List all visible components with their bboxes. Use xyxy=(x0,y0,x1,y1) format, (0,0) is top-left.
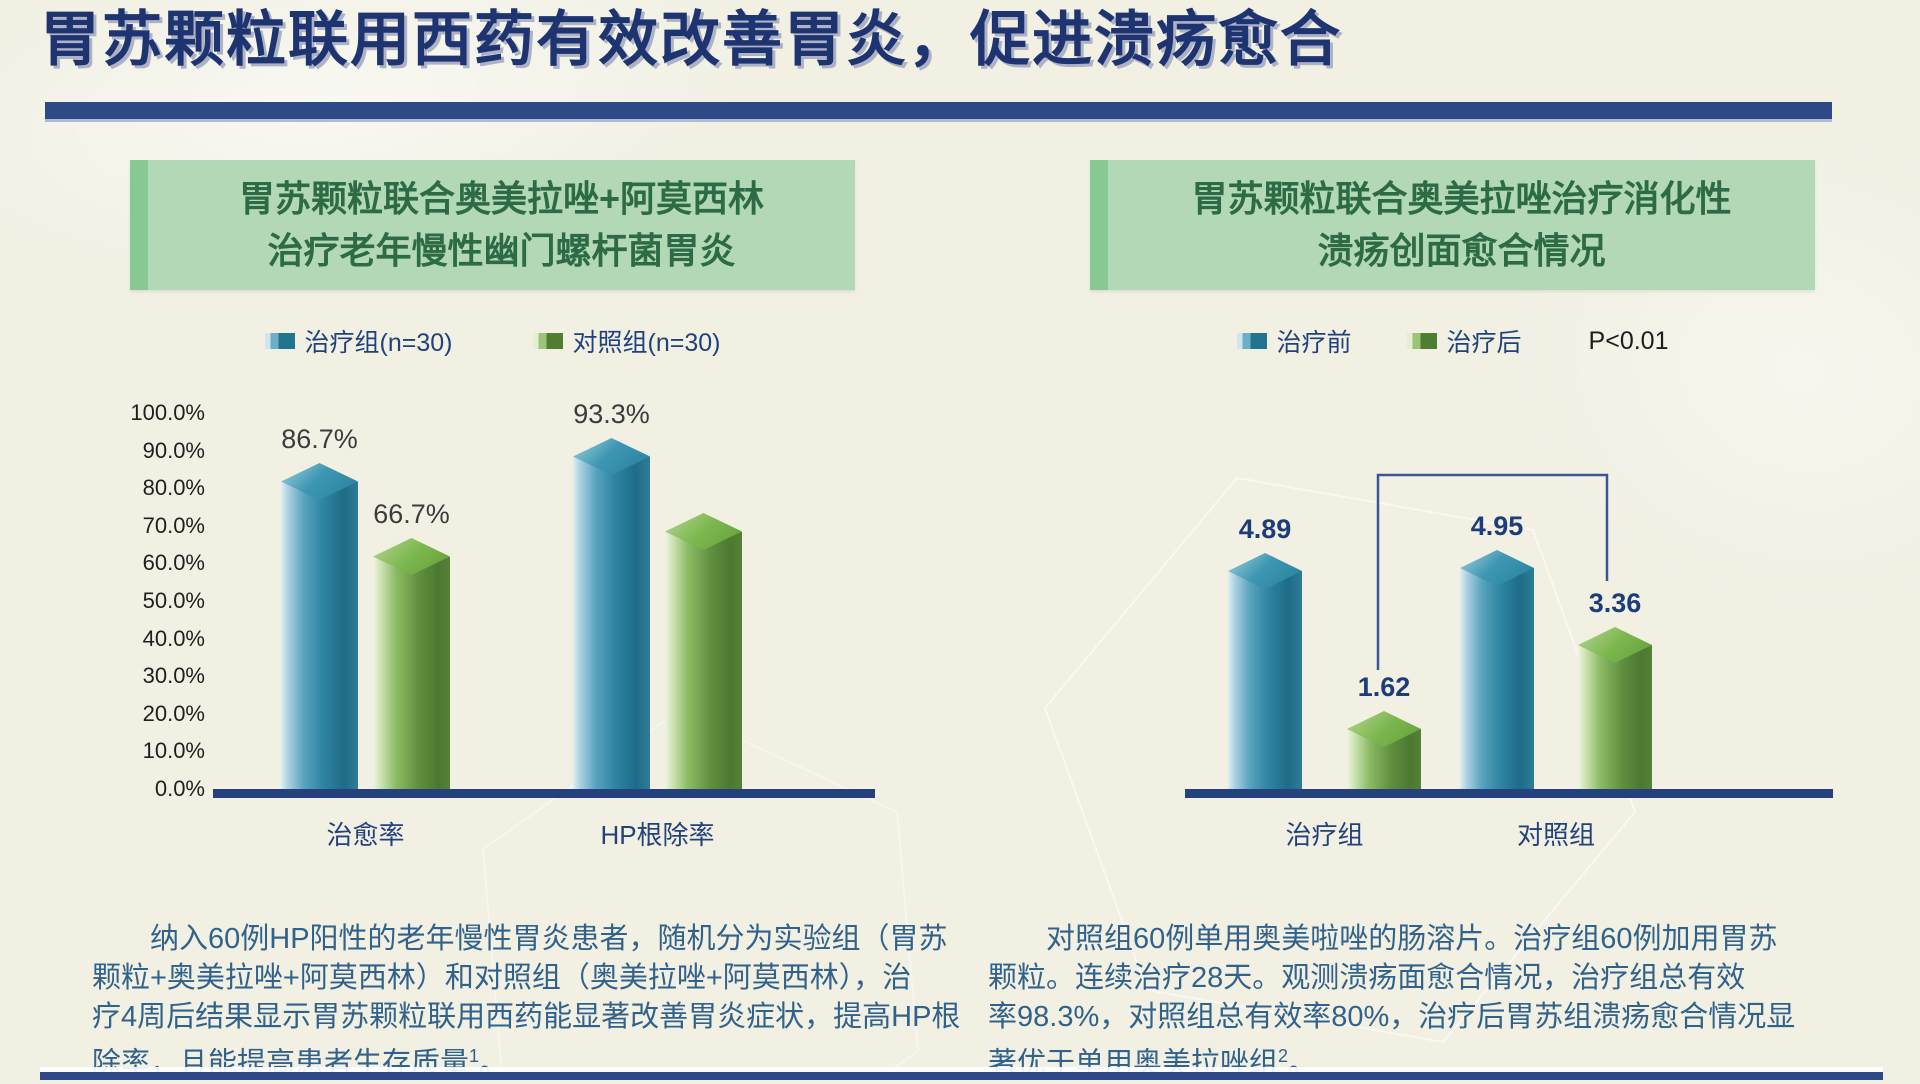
bar-value-label: 1.62 xyxy=(1357,672,1411,702)
right-header-line2: 溃疡创面愈合情况 xyxy=(1317,230,1606,271)
bar-front-face xyxy=(1578,645,1652,789)
bar-front-face xyxy=(573,457,650,789)
left-chart-plot: 86.7% 66.7% 治愈率 93.3% HP根除率 xyxy=(213,399,875,850)
legend-item-treatment-group: 治疗组(n=30) xyxy=(264,323,453,359)
legend-label: 治疗组(n=30) xyxy=(304,329,453,357)
bar-治愈率-对照组(n=30) xyxy=(373,538,450,789)
left-summary-paragraph: 纳入60例HP阳性的老年慢性胃炎患者，随机分为实验组（胃苏颗粒+奥美拉唑+阿莫西… xyxy=(92,920,961,1084)
bar-value-label: 4.89 xyxy=(1238,514,1292,544)
y-axis-tick-label: 80.0% xyxy=(142,475,205,500)
right-header-accent-bar xyxy=(1090,160,1108,290)
reference-superscript: 1 xyxy=(469,1046,480,1066)
paragraph-line: 疗4周后结果显示胃苏颗粒联用西药能显著改善胃炎症状，提高HP根 xyxy=(92,1001,961,1033)
left-header-accent-bar xyxy=(130,160,148,290)
y-axis-tick-label: 90.0% xyxy=(142,438,205,463)
footer-navy-strip xyxy=(40,1072,1883,1080)
bar-对照组-治疗前 xyxy=(1460,550,1534,789)
y-axis-tick-label: 20.0% xyxy=(142,701,205,726)
legend-swatch-green-icon xyxy=(532,333,563,349)
x-axis-category-label: 治愈率 xyxy=(326,820,405,850)
y-axis-tick-label: 0.0% xyxy=(154,776,205,801)
bar-front-face xyxy=(665,532,742,789)
legend-label: 治疗后 xyxy=(1446,329,1522,357)
bar-front-face xyxy=(281,482,358,789)
legend-label: 治疗前 xyxy=(1276,329,1352,357)
bar-value-label: 66.7% xyxy=(373,499,450,529)
x-axis-category-label: 治疗组 xyxy=(1285,820,1364,850)
legend-item-control-group: 对照组(n=30) xyxy=(532,323,721,359)
y-axis-tick-label: 50.0% xyxy=(142,588,205,613)
bar-HP根除率-治疗组(n=30) xyxy=(573,438,650,789)
legend-item-before-treatment: 治疗前 xyxy=(1236,323,1352,359)
right-chart-plot: 4.89 1.62 治疗组 4.95 3.36 对照组 xyxy=(1185,413,1833,850)
paragraph-line: 纳入60例HP阳性的老年慢性胃炎患者，随机分为实验组（胃苏 xyxy=(150,923,948,955)
y-axis-tick-label: 60.0% xyxy=(142,550,205,575)
bar-HP根除率-对照组(n=30) xyxy=(665,513,742,789)
y-axis-tick-label: 100.0% xyxy=(130,400,205,425)
bar-value-label: 86.7% xyxy=(281,424,358,454)
y-axis-tick-label: 40.0% xyxy=(142,626,205,651)
y-axis-tick-label: 70.0% xyxy=(142,513,205,538)
bar-front-face xyxy=(373,557,450,789)
left-chart-header-box: 胃苏颗粒联合奥美拉唑+阿莫西林 治疗老年慢性幽门螺杆菌胃炎 xyxy=(130,160,855,290)
paragraph-line: 颗粒。连续治疗28天。观测溃疡面愈合情况，治疗组总有效 xyxy=(988,962,1746,994)
paragraph-line: 率98.3%，对照组总有效率80%，治疗后胃苏组溃疡愈合情况显 xyxy=(988,1001,1796,1033)
left-chart-legend: 治疗组(n=30) 对照组(n=30) xyxy=(130,325,855,357)
x-axis-category-label: HP根除率 xyxy=(600,820,715,850)
bar-value-label: 3.36 xyxy=(1588,588,1642,618)
bar-治疗组-治疗前 xyxy=(1228,553,1302,789)
right-header-line1: 胃苏颗粒联合奥美拉唑治疗消化性 xyxy=(1191,178,1732,219)
bar-治愈率-治疗组(n=30) xyxy=(281,463,358,789)
page-title: 胃苏颗粒联用西药有效改善胃炎，促进溃疡愈合 xyxy=(40,6,1342,73)
title-divider xyxy=(45,102,1832,122)
bar-对照组-治疗后 xyxy=(1578,627,1652,789)
footer-white-line xyxy=(40,1067,1883,1072)
right-chart-header-box: 胃苏颗粒联合奥美拉唑治疗消化性 溃疡创面愈合情况 xyxy=(1090,160,1815,290)
reference-superscript: 2 xyxy=(1278,1046,1289,1066)
bar-治疗组-治疗后 xyxy=(1347,711,1421,789)
right-summary-paragraph: 对照组60例单用奥美啦唑的肠溶片。治疗组60例加用胃苏颗粒。连续治疗28天。观测… xyxy=(988,920,1868,1084)
left-header-line2: 治疗老年慢性幽门螺杆菌胃炎 xyxy=(267,230,736,271)
bar-front-face xyxy=(1228,571,1302,789)
legend-swatch-green-icon xyxy=(1406,333,1437,349)
paragraph-line: 颗粒+奥美拉唑+阿莫西林）和对照组（奥美拉唑+阿莫西林），治 xyxy=(92,962,912,994)
y-axis-tick-label: 30.0% xyxy=(142,663,205,688)
bar-value-label: 93.3% xyxy=(573,399,650,429)
significance-bracket xyxy=(1376,473,1609,670)
legend-swatch-blue-icon xyxy=(264,333,295,349)
bar-value-label: 4.95 xyxy=(1470,511,1524,541)
bar-front-face xyxy=(1460,568,1534,789)
left-header-line1: 胃苏颗粒联合奥美拉唑+阿莫西林 xyxy=(238,178,765,219)
legend-label: 对照组(n=30) xyxy=(572,329,721,357)
legend-swatch-blue-icon xyxy=(1236,333,1267,349)
x-axis-category-label: 对照组 xyxy=(1516,820,1595,850)
p-value-annotation: P<0.01 xyxy=(1588,326,1669,355)
y-axis-tick-label: 10.0% xyxy=(142,738,205,763)
legend-item-after-treatment: 治疗后 xyxy=(1406,323,1522,359)
right-chart-legend: 治疗前 治疗后 P<0.01 xyxy=(1090,325,1815,357)
paragraph-line: 对照组60例单用奥美啦唑的肠溶片。治疗组60例加用胃苏 xyxy=(1046,923,1778,955)
